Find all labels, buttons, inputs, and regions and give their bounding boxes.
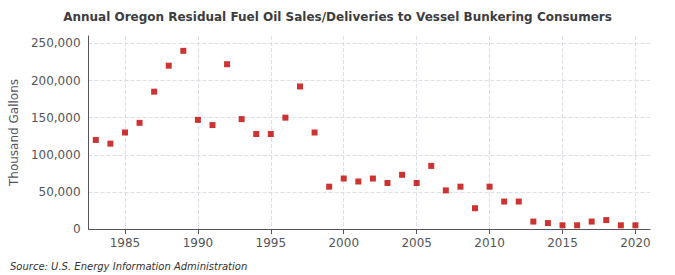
svg-text:1990: 1990 — [183, 236, 214, 250]
svg-text:0: 0 — [73, 222, 81, 236]
svg-text:2020: 2020 — [620, 236, 651, 250]
svg-text:Source: U.S. Energy Informatio: Source: U.S. Energy Information Administ… — [10, 261, 247, 272]
svg-text:200,000: 200,000 — [31, 74, 81, 88]
svg-text:100,000: 100,000 — [31, 148, 81, 162]
svg-text:2005: 2005 — [401, 236, 432, 250]
svg-text:2000: 2000 — [328, 236, 359, 250]
svg-text:1995: 1995 — [256, 236, 287, 250]
svg-text:150,000: 150,000 — [31, 111, 81, 125]
svg-text:50,000: 50,000 — [39, 185, 81, 199]
svg-text:1985: 1985 — [110, 236, 141, 250]
svg-text:Annual Oregon Residual Fuel Oi: Annual Oregon Residual Fuel Oil Sales/De… — [63, 10, 612, 24]
svg-text:2015: 2015 — [547, 236, 578, 250]
svg-text:2010: 2010 — [474, 236, 505, 250]
svg-text:Thousand Gallons: Thousand Gallons — [7, 79, 21, 187]
svg-text:250,000: 250,000 — [31, 36, 81, 50]
